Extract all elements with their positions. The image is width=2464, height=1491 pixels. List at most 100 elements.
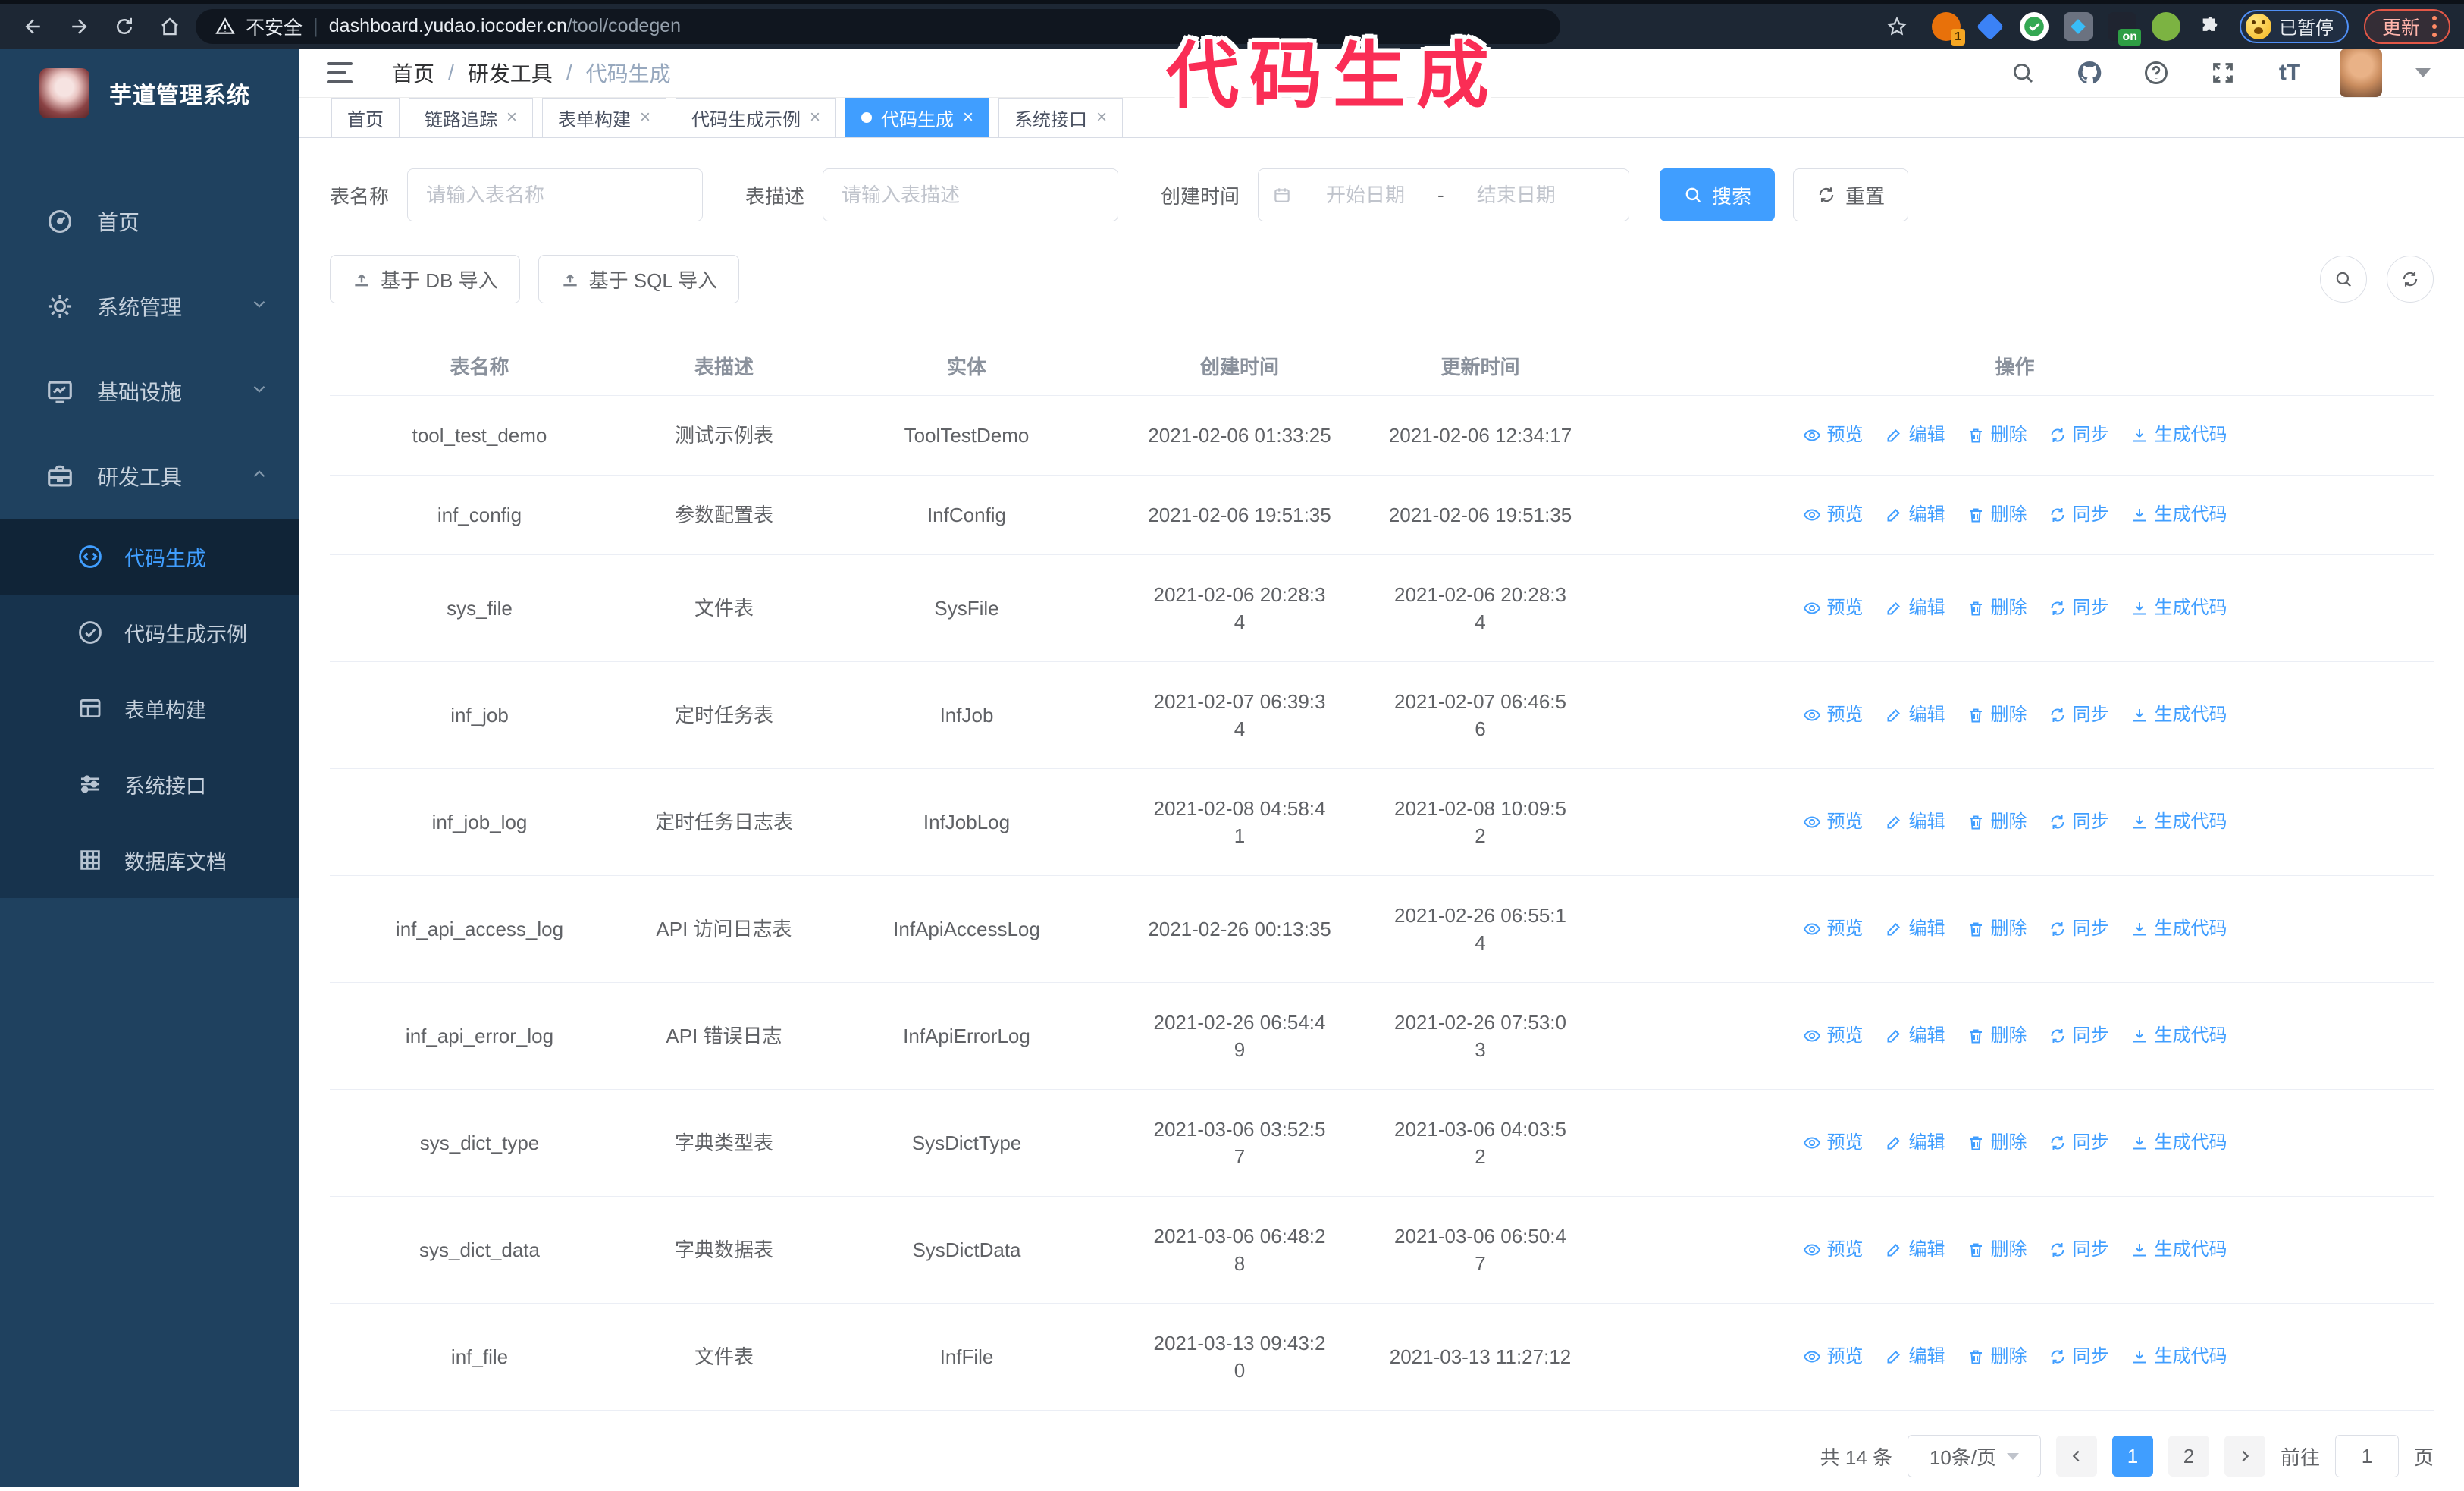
browser-back-icon[interactable] (14, 9, 53, 44)
preview-link[interactable]: 预览 (1803, 915, 1864, 943)
sidebar-item-system-api[interactable]: 系统接口 (0, 746, 299, 822)
sidebar-item-codegen-example[interactable]: 代码生成示例 (0, 595, 299, 670)
next-page-button[interactable] (2224, 1436, 2265, 1477)
preview-link[interactable]: 预览 (1803, 702, 1864, 729)
sync-link[interactable]: 同步 (2049, 1343, 2109, 1370)
date-range-picker[interactable]: - (1258, 168, 1630, 221)
sidebar-item-devtools[interactable]: 研发工具 (0, 434, 299, 519)
extension-icon[interactable] (1976, 12, 2005, 41)
delete-link[interactable]: 删除 (1967, 1236, 2027, 1263)
extension-icon[interactable] (2019, 11, 2049, 41)
prev-page-button[interactable] (2055, 1436, 2097, 1477)
table-desc-input[interactable] (823, 168, 1119, 221)
search-button[interactable]: 搜索 (1660, 168, 1776, 221)
font-size-icon[interactable]: tT (2278, 60, 2301, 85)
edit-link[interactable]: 编辑 (1885, 915, 1945, 943)
sync-link[interactable]: 同步 (2049, 422, 2109, 449)
bookmark-star-icon[interactable] (1877, 9, 1917, 44)
sync-link[interactable]: 同步 (2049, 915, 2109, 943)
tab-codegen-example[interactable]: 代码生成示例 × (676, 98, 837, 137)
delete-link[interactable]: 删除 (1967, 1129, 2027, 1157)
sidebar-item-home[interactable]: 首页 (0, 179, 299, 264)
extension-icon[interactable]: 1 (1931, 11, 1965, 46)
refresh-table-button[interactable] (2387, 256, 2434, 303)
page-button-2[interactable]: 2 (2168, 1436, 2209, 1477)
close-icon[interactable]: × (810, 107, 821, 127)
delete-link[interactable]: 删除 (1967, 702, 2027, 729)
delete-link[interactable]: 删除 (1967, 1022, 2027, 1050)
end-date-input[interactable] (1448, 183, 1584, 207)
generate-code-link[interactable]: 生成代码 (2130, 595, 2227, 622)
generate-code-link[interactable]: 生成代码 (2130, 422, 2227, 449)
preview-link[interactable]: 预览 (1803, 1343, 1864, 1370)
fullscreen-icon[interactable] (2206, 56, 2240, 89)
delete-link[interactable]: 删除 (1967, 915, 2027, 943)
sync-link[interactable]: 同步 (2049, 501, 2109, 529)
generate-code-link[interactable]: 生成代码 (2130, 702, 2227, 729)
sidebar-item-form-builder[interactable]: 表单构建 (0, 670, 299, 746)
user-avatar[interactable] (2340, 49, 2382, 97)
preview-link[interactable]: 预览 (1803, 808, 1864, 836)
tab-codegen[interactable]: 代码生成 × (845, 98, 990, 137)
preview-link[interactable]: 预览 (1803, 595, 1864, 622)
import-sql-button[interactable]: 基于 SQL 导入 (538, 255, 740, 303)
sidebar-item-infra[interactable]: 基础设施 (0, 349, 299, 434)
preview-link[interactable]: 预览 (1803, 1236, 1864, 1263)
edit-link[interactable]: 编辑 (1885, 808, 1945, 836)
sync-link[interactable]: 同步 (2049, 595, 2109, 622)
generate-code-link[interactable]: 生成代码 (2130, 808, 2227, 836)
page-button-1[interactable]: 1 (2111, 1436, 2153, 1477)
goto-page-input[interactable] (2334, 1435, 2399, 1477)
search-icon[interactable] (2006, 56, 2039, 89)
browser-forward-icon[interactable] (59, 9, 99, 44)
preview-link[interactable]: 预览 (1803, 1129, 1864, 1157)
edit-link[interactable]: 编辑 (1885, 501, 1945, 529)
close-icon[interactable]: × (963, 107, 974, 127)
sidebar-item-codegen[interactable]: 代码生成 (0, 519, 299, 595)
extension-icon[interactable] (2151, 11, 2180, 41)
sync-link[interactable]: 同步 (2049, 1022, 2109, 1050)
delete-link[interactable]: 删除 (1967, 501, 2027, 529)
hamburger-icon[interactable] (327, 58, 360, 88)
sidebar-item-system[interactable]: 系统管理 (0, 264, 299, 349)
edit-link[interactable]: 编辑 (1885, 595, 1945, 622)
generate-code-link[interactable]: 生成代码 (2130, 1022, 2227, 1050)
generate-code-link[interactable]: 生成代码 (2130, 915, 2227, 943)
tab-system-api[interactable]: 系统接口 × (998, 98, 1124, 137)
tab-form-builder[interactable]: 表单构建 × (542, 98, 667, 137)
close-icon[interactable]: × (1096, 107, 1108, 127)
extension-icon[interactable]: on (2107, 11, 2141, 46)
generate-code-link[interactable]: 生成代码 (2130, 1236, 2227, 1263)
extension-icon[interactable] (2063, 11, 2093, 41)
close-icon[interactable]: × (506, 107, 518, 127)
preview-link[interactable]: 预览 (1803, 1022, 1864, 1050)
start-date-input[interactable] (1298, 183, 1434, 207)
github-icon[interactable] (2073, 56, 2106, 89)
edit-link[interactable]: 编辑 (1885, 422, 1945, 449)
delete-link[interactable]: 删除 (1967, 595, 2027, 622)
tab-tracing[interactable]: 链路追踪 × (409, 98, 534, 137)
table-name-input[interactable] (407, 168, 704, 221)
sync-link[interactable]: 同步 (2049, 702, 2109, 729)
generate-code-link[interactable]: 生成代码 (2130, 1129, 2227, 1157)
profile-chip[interactable]: 已暂停 (2239, 9, 2349, 43)
sync-link[interactable]: 同步 (2049, 1129, 2109, 1157)
extensions-puzzle-icon[interactable] (2196, 12, 2224, 41)
close-icon[interactable]: × (640, 107, 651, 127)
edit-link[interactable]: 编辑 (1885, 1343, 1945, 1370)
app-logo-row[interactable]: 芋道管理系统 (0, 49, 299, 138)
tab-home[interactable]: 首页 (331, 98, 400, 137)
update-button[interactable]: 更新 (2363, 8, 2450, 44)
breadcrumb-item[interactable]: 首页 (392, 62, 435, 86)
page-size-select[interactable]: 10条/页 (1907, 1435, 2041, 1477)
edit-link[interactable]: 编辑 (1885, 1129, 1945, 1157)
help-icon[interactable] (2140, 56, 2173, 89)
menu-kebab-icon[interactable] (2432, 15, 2437, 37)
delete-link[interactable]: 删除 (1967, 1343, 2027, 1370)
toggle-search-button[interactable] (2320, 256, 2367, 303)
breadcrumb-item[interactable]: 研发工具 (467, 62, 553, 86)
avatar-caret-down-icon[interactable] (2415, 68, 2431, 77)
reset-button[interactable]: 重置 (1793, 168, 1909, 221)
delete-link[interactable]: 删除 (1967, 808, 2027, 836)
browser-home-icon[interactable] (150, 9, 190, 44)
